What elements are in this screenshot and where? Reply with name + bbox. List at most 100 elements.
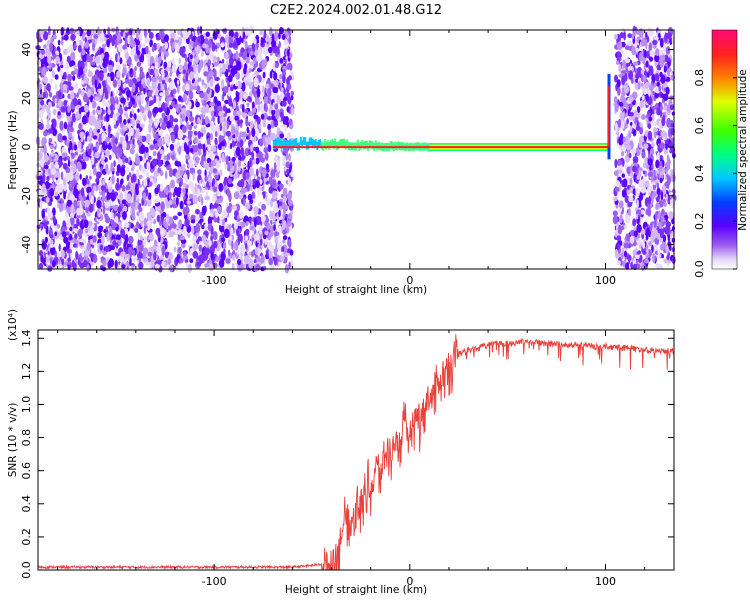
- noise-mark: [77, 229, 83, 238]
- noise-mark: [98, 33, 105, 43]
- noise-mark: [185, 109, 191, 118]
- noise-mark: [107, 124, 111, 134]
- noise-mark: [171, 41, 175, 52]
- noise-mark: [51, 102, 56, 107]
- noise-mark: [87, 88, 92, 98]
- noise-mark: [652, 91, 655, 96]
- noise-mark: [145, 45, 149, 55]
- noise-mark: [655, 107, 662, 116]
- noise-mark: [167, 61, 172, 68]
- noise-mark: [626, 134, 629, 142]
- noise-mark: [639, 100, 645, 109]
- noise-mark: [104, 245, 110, 252]
- noise-mark: [58, 99, 62, 108]
- noise-mark: [46, 118, 50, 125]
- noise-mark: [205, 46, 211, 54]
- noise-mark: [47, 250, 50, 256]
- noise-mark: [661, 93, 665, 99]
- noise-mark: [652, 109, 655, 115]
- signal-segment: [295, 138, 298, 146]
- noise-mark: [169, 143, 175, 151]
- noise-mark: [655, 48, 660, 56]
- noise-mark: [249, 179, 252, 186]
- noise-mark: [159, 92, 165, 97]
- colorbar: 0.00.20.40.60.8 Normalized spectral ampl…: [693, 29, 749, 278]
- noise-mark: [236, 37, 242, 46]
- noise-mark: [131, 264, 135, 272]
- noise-mark: [249, 167, 254, 177]
- noise-mark: [165, 199, 169, 205]
- noise-mark: [276, 162, 281, 173]
- noise-mark: [40, 99, 45, 106]
- noise-mark: [178, 64, 184, 73]
- noise-mark: [278, 32, 281, 40]
- noise-mark: [282, 239, 286, 244]
- y-tick-label: -20: [20, 187, 33, 205]
- noise-mark: [629, 153, 632, 159]
- noise-mark: [613, 197, 618, 202]
- noise-mark: [214, 131, 218, 137]
- noise-mark: [48, 91, 53, 98]
- noise-mark: [614, 102, 619, 113]
- signal-segment: [278, 139, 281, 148]
- noise-mark: [72, 228, 78, 233]
- noise-mark: [157, 83, 161, 91]
- noise-mark: [116, 90, 120, 95]
- noise-mark: [44, 164, 49, 170]
- noise-mark: [67, 73, 72, 82]
- noise-mark: [39, 200, 43, 210]
- noise-mark: [182, 182, 187, 188]
- noise-mark: [222, 219, 225, 227]
- noise-mark: [670, 123, 675, 128]
- noise-mark: [140, 144, 146, 155]
- noise-mark: [188, 124, 193, 131]
- noise-mark: [111, 245, 115, 250]
- signal-segment: [371, 141, 374, 150]
- noise-mark: [99, 88, 103, 96]
- noise-mark: [154, 187, 159, 195]
- noise-mark: [233, 162, 237, 173]
- noise-mark: [134, 66, 137, 71]
- noise-mark: [639, 254, 643, 262]
- noise-mark: [195, 215, 200, 222]
- noise-mark: [287, 220, 292, 227]
- noise-mark: [225, 155, 229, 165]
- noise-mark: [130, 40, 136, 48]
- noise-mark: [172, 191, 176, 198]
- noise-mark: [155, 61, 159, 68]
- noise-mark: [142, 43, 146, 49]
- noise-mark: [204, 116, 209, 125]
- noise-mark: [121, 199, 127, 205]
- noise-mark: [150, 261, 155, 268]
- noise-mark: [245, 172, 250, 180]
- noise-mark: [110, 192, 116, 202]
- noise-mark: [635, 213, 639, 220]
- signal-segment: [320, 141, 323, 150]
- noise-mark: [270, 219, 273, 225]
- noise-mark: [60, 106, 66, 113]
- noise-mark: [618, 200, 624, 209]
- noise-mark: [101, 132, 107, 141]
- noise-mark: [117, 54, 120, 63]
- noise-mark: [39, 29, 45, 36]
- noise-mark: [656, 187, 661, 197]
- noise-mark: [217, 105, 223, 112]
- noise-mark: [629, 103, 633, 108]
- signal-segment: [305, 141, 308, 150]
- noise-mark: [214, 137, 218, 145]
- noise-mark: [175, 106, 179, 113]
- noise-mark: [41, 66, 47, 76]
- signal-segment: [274, 141, 277, 150]
- noise-mark: [255, 257, 260, 262]
- noise-mark: [624, 194, 629, 203]
- signal-segment: [389, 140, 392, 149]
- noise-mark: [114, 38, 118, 49]
- noise-mark: [171, 63, 177, 74]
- noise-mark: [83, 161, 87, 170]
- noise-mark: [128, 235, 134, 245]
- signal-segment: [290, 141, 293, 150]
- noise-mark: [275, 110, 279, 120]
- noise-mark: [85, 206, 89, 214]
- noise-mark: [106, 102, 110, 108]
- noise-mark: [60, 171, 64, 181]
